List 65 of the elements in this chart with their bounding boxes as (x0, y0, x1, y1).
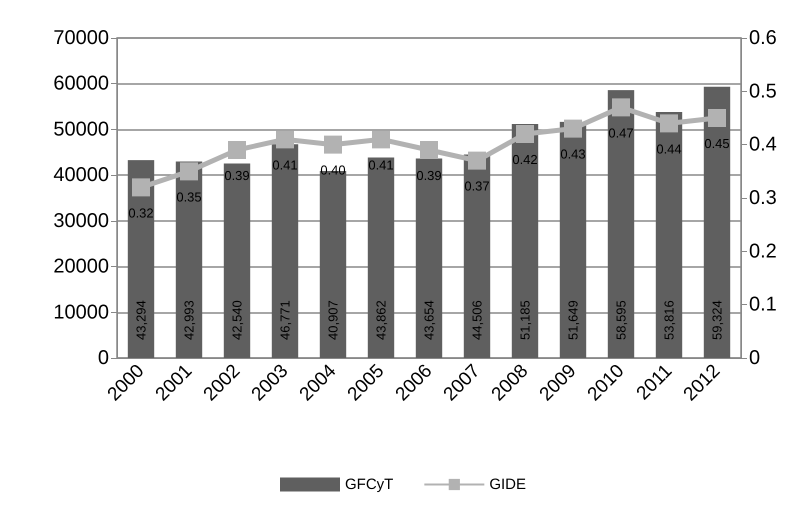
point (660, 114, 678, 132)
bar (416, 158, 442, 358)
bar (272, 144, 298, 358)
point (516, 125, 534, 143)
bar (224, 164, 250, 358)
data-label: 46,771 (278, 300, 292, 340)
data-label: 43,294 (134, 300, 148, 340)
data-label: 43,654 (422, 300, 436, 340)
data-label: 40,907 (326, 300, 340, 340)
y-tick-label: 50000 (53, 118, 109, 140)
y-tick-label: 10000 (53, 301, 109, 324)
legend-label: GIDE (489, 476, 526, 493)
point (276, 130, 294, 148)
data-label: 51,185 (518, 300, 532, 340)
bar (704, 86, 730, 358)
data-label: 0.45 (704, 136, 730, 151)
point (612, 98, 630, 116)
y-tick-label: 60000 (53, 72, 109, 95)
y-tick-label: 70000 (53, 27, 109, 49)
point (132, 178, 150, 196)
point (420, 141, 438, 159)
data-label: 53,816 (662, 300, 676, 340)
point (372, 130, 390, 148)
data-label: 0.37 (464, 178, 490, 194)
y2-tick-label: 0.3 (749, 187, 777, 209)
point (228, 141, 246, 159)
point (708, 109, 726, 127)
data-label: 0.32 (128, 205, 154, 220)
y-tick-label: 40000 (53, 164, 109, 186)
y2-tick-label: 0.6 (749, 27, 777, 49)
data-label: 44,506 (470, 300, 484, 340)
point (180, 162, 198, 180)
bar (512, 124, 538, 358)
data-label: 0.41 (368, 157, 394, 172)
data-label: 43,862 (374, 300, 388, 340)
y-tick-label: 20000 (53, 256, 109, 278)
point (324, 136, 342, 154)
data-label: 0.39 (416, 168, 442, 183)
data-label: 42,993 (182, 300, 196, 340)
bar (656, 112, 682, 358)
point (564, 120, 582, 138)
data-label: 0.35 (176, 189, 202, 204)
y2-tick-label: 0 (749, 347, 760, 369)
data-label: 0.43 (560, 146, 586, 162)
bar (608, 90, 634, 358)
y2-tick-label: 0.4 (749, 134, 777, 156)
y-tick-label: 30000 (53, 210, 109, 232)
data-label: 0.41 (272, 157, 298, 172)
data-label: 42,540 (230, 300, 244, 340)
data-label: 51,649 (566, 300, 580, 340)
bar (176, 161, 202, 358)
y2-tick-label: 0.5 (749, 80, 777, 102)
y2-tick-label: 0.2 (749, 240, 777, 262)
y2-tick-label: 0.1 (749, 294, 777, 316)
data-label: 59,324 (710, 300, 724, 340)
bar (368, 157, 394, 358)
bar (128, 160, 154, 358)
data-label: 0.47 (608, 125, 634, 140)
point (468, 152, 486, 170)
data-label: 0.44 (656, 141, 682, 156)
data-label: 58,595 (614, 300, 628, 340)
legend-label: GFCyT (345, 476, 394, 493)
y-tick-label: 0 (98, 347, 109, 369)
data-label: 0.39 (224, 168, 250, 183)
data-label: 0.42 (512, 152, 538, 167)
